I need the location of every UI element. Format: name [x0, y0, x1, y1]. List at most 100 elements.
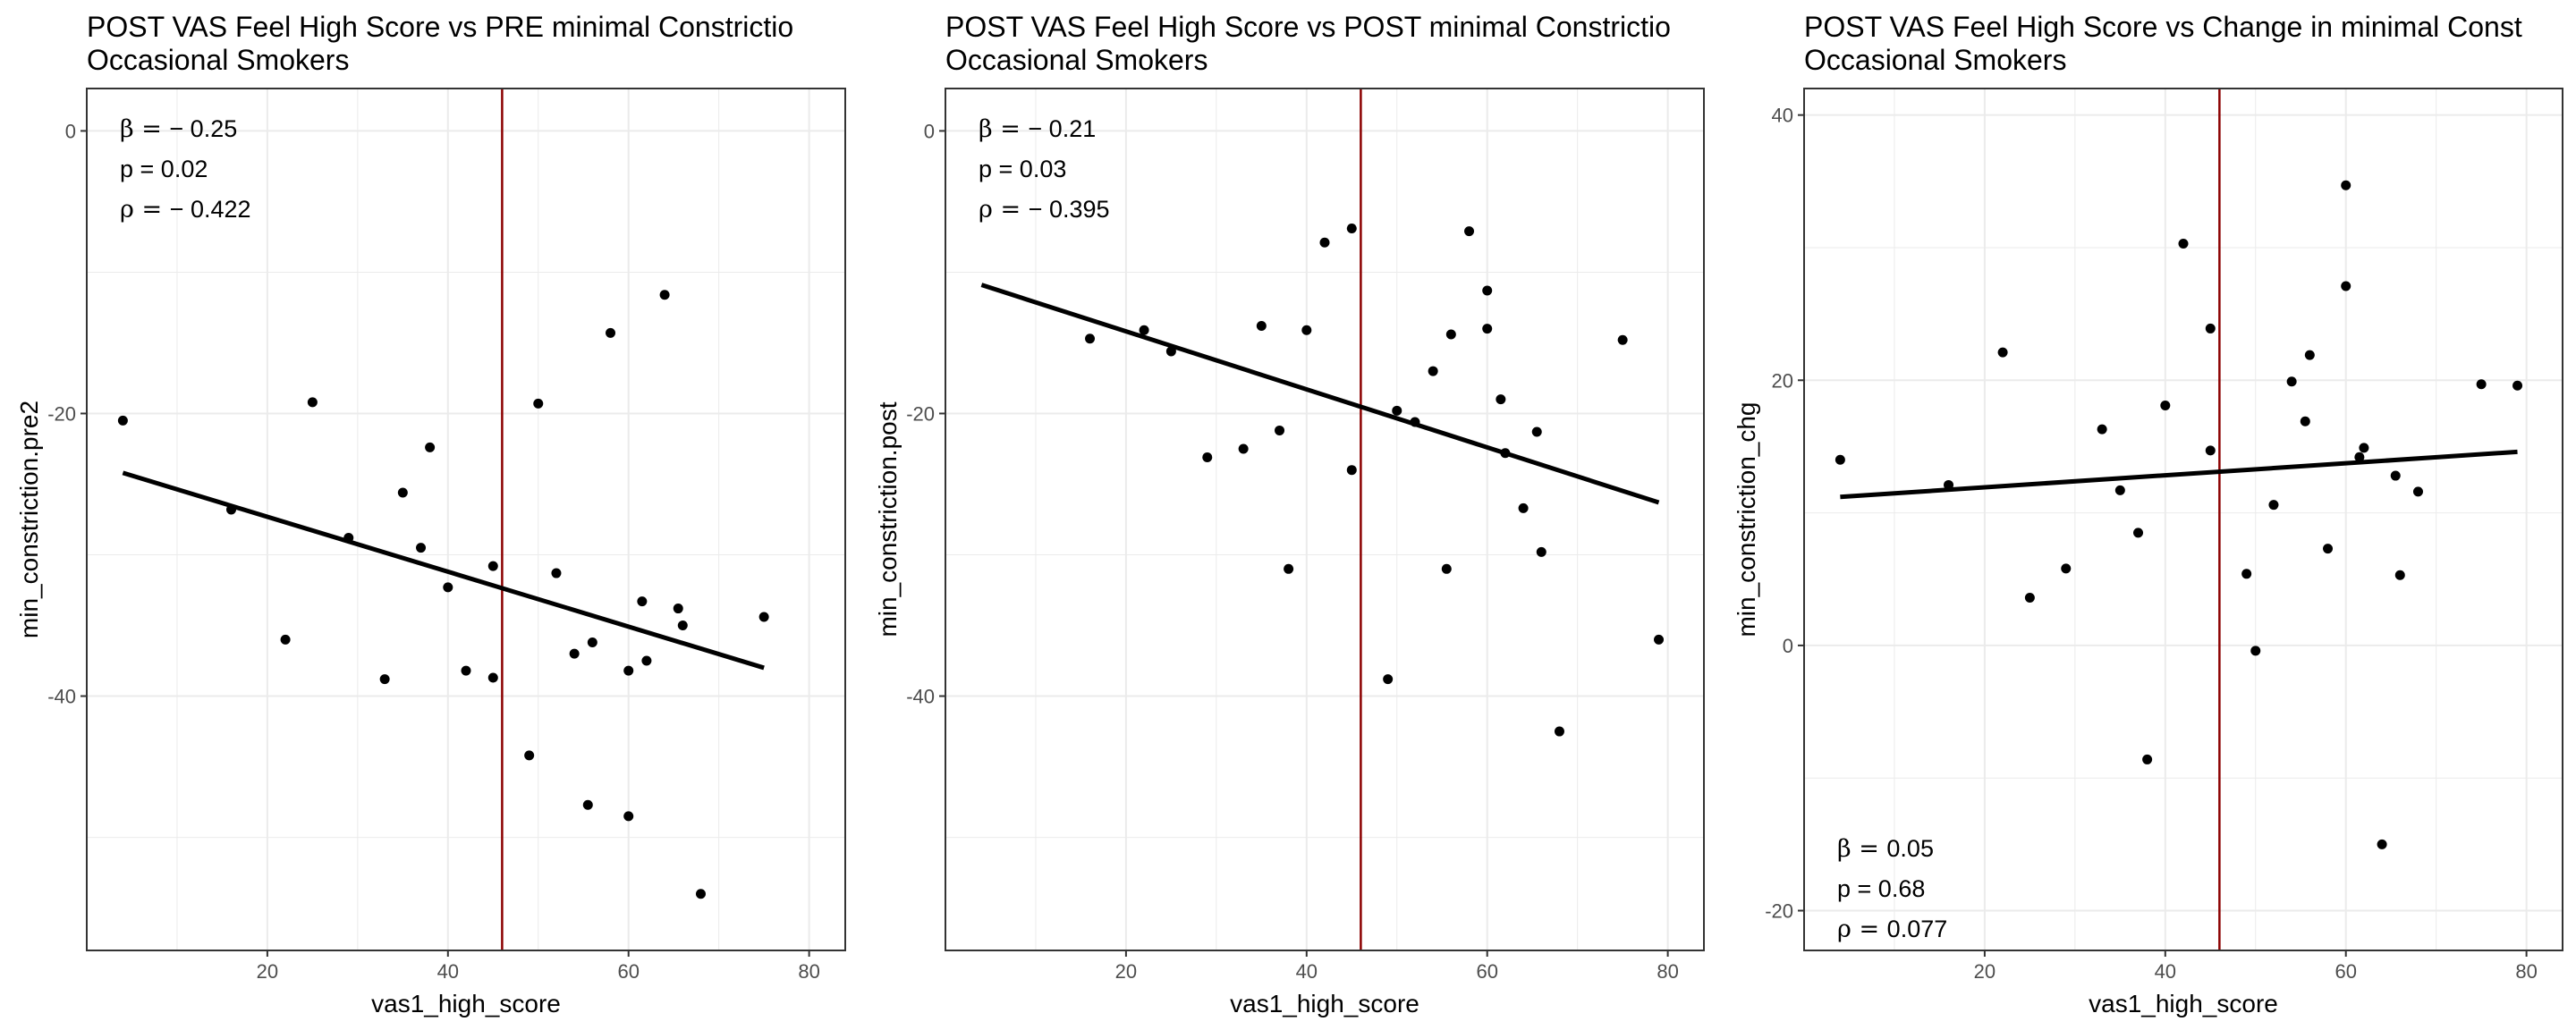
data-point [524, 750, 535, 761]
data-point [2359, 443, 2369, 453]
data-point [443, 582, 453, 593]
data-point [1319, 237, 1330, 248]
stat-rho: ρ = − 0.422 [120, 196, 251, 224]
stat-p-value: 0.02 [161, 156, 208, 182]
x-axis-label: vas1_high_score [1230, 990, 1419, 1017]
data-point [1518, 502, 1529, 513]
data-point [307, 397, 318, 408]
plot-area [1835, 89, 2523, 950]
regression-line [980, 283, 1660, 505]
chart-title-line2: Occasional Smokers [87, 44, 349, 76]
data-point [2142, 754, 2153, 764]
data-point [551, 568, 562, 578]
stats-annotation: β = − 0.25 p = 0.02 ρ = − 0.422 [120, 115, 251, 224]
stat-beta-value: − 0.21 [1028, 115, 1096, 142]
chart-title: POST VAS Feel High Score vs Change in mi… [1804, 11, 2522, 43]
data-point [2178, 239, 2189, 249]
data-point [487, 561, 498, 571]
stats-annotation: β = − 0.21 p = 0.03 ρ = − 0.395 [979, 115, 1110, 224]
data-point [623, 811, 634, 822]
x-axis-label: vas1_high_score [2089, 990, 2278, 1017]
x-tick-label: 40 [1296, 960, 1318, 983]
data-point [1464, 226, 1475, 237]
data-point [641, 655, 652, 666]
y-tick-label: 20 [1772, 369, 1793, 392]
data-point [2341, 180, 2351, 190]
data-point [2133, 528, 2144, 538]
plot-area [117, 89, 769, 950]
data-point [2061, 563, 2072, 574]
data-point [1536, 546, 1546, 557]
stat-beta-value: − 0.25 [169, 115, 237, 142]
data-point [582, 799, 593, 810]
data-point [2341, 281, 2351, 291]
y-axis-label: min_constriction.pre2 [15, 401, 43, 638]
chart-title-line1: POST VAS Feel High Score vs PRE minimal … [87, 11, 793, 43]
x-tick-label: 60 [1476, 960, 1497, 983]
data-point [2205, 445, 2216, 456]
plot-area [980, 89, 1665, 950]
chart-title-line2: Occasional Smokers [1804, 44, 2066, 76]
x-tick-label: 40 [2155, 960, 2176, 983]
x-tick-label: 80 [798, 960, 819, 983]
data-point [2512, 380, 2523, 391]
data-point [637, 596, 648, 607]
stat-beta: β = − 0.21 [979, 115, 1096, 143]
panel-border [945, 88, 1705, 951]
y-tick-label: 0 [65, 120, 76, 142]
data-point [226, 504, 237, 515]
data-point [758, 612, 769, 622]
data-point [2476, 379, 2487, 390]
data-point [280, 634, 291, 645]
regression-line [1840, 449, 2518, 500]
y-tick-label: -40 [906, 686, 935, 708]
data-point [1531, 426, 1542, 437]
data-point [2268, 500, 2279, 511]
x-tick-label: 40 [437, 960, 459, 983]
chart-panel-1: POST VAS Feel High Score vs PRE minimal … [15, 11, 846, 1017]
panel-border [86, 88, 846, 951]
x-tick-label: 80 [2515, 960, 2537, 983]
x-axis-label: vas1_high_score [371, 990, 561, 1017]
chart-panel-2: POST VAS Feel High Score vs POST minimal… [874, 11, 1705, 1017]
y-tick-label: -20 [906, 402, 935, 425]
stat-rho-value: 0.077 [1887, 916, 1948, 942]
stat-beta-value: 0.05 [1886, 835, 1934, 862]
data-point [461, 665, 471, 676]
stat-p-value: 0.68 [1878, 875, 1926, 902]
data-point [1383, 674, 1394, 685]
data-point [2390, 470, 2401, 481]
stat-rho: ρ = 0.077 [1837, 916, 1947, 943]
regression-line [122, 470, 765, 671]
chart-title-line2: Occasional Smokers [945, 44, 1208, 76]
data-point [1392, 405, 1402, 416]
data-point [1445, 329, 1456, 340]
data-point [1482, 285, 1493, 296]
data-point [1835, 454, 1845, 465]
y-tick-label: -20 [47, 402, 76, 425]
y-tick-label: -40 [47, 686, 76, 708]
data-point [2412, 486, 2423, 497]
data-point [1654, 634, 1665, 645]
data-point [397, 487, 408, 498]
y-tick-label: 0 [924, 120, 935, 142]
x-tick-label: 20 [257, 960, 278, 983]
data-point [1944, 479, 1954, 490]
data-point [695, 889, 706, 899]
data-point [343, 533, 354, 544]
data-point [487, 672, 498, 683]
data-point [1275, 425, 1285, 435]
x-tick-label: 20 [1115, 960, 1137, 983]
data-point [1139, 325, 1149, 335]
data-point [379, 674, 390, 685]
data-point [2097, 424, 2107, 435]
y-tick-label: -20 [1765, 900, 1793, 923]
y-tick-label: 0 [1783, 635, 1793, 657]
data-point [1496, 394, 1506, 405]
stats-annotation: β = 0.05 p = 0.68 ρ = 0.077 [1837, 835, 1947, 943]
data-point [1165, 346, 1176, 357]
data-point [2286, 376, 2297, 387]
data-point [1482, 324, 1493, 334]
stat-rho: ρ = − 0.395 [979, 196, 1110, 224]
